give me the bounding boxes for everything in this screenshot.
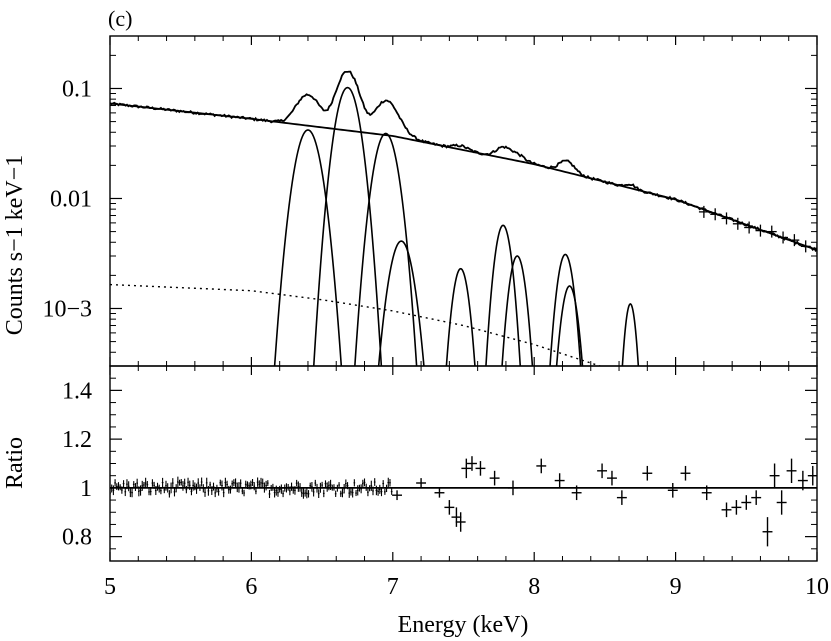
x-tick-label: 9: [670, 574, 682, 600]
total-model-data: [110, 70, 817, 252]
x-axis-label: Energy (keV): [398, 612, 529, 638]
gaussian-line-9: [555, 285, 584, 366]
y-axis-label-counts: Counts s−1 keV−1: [2, 155, 28, 335]
bottom-plot-frame: [109, 365, 818, 562]
top-plot-frame: [109, 35, 818, 367]
bottom-y-tick-label: 1: [80, 476, 92, 502]
gaussian-line-7: [501, 255, 534, 366]
panel-label: (c): [108, 6, 132, 31]
continuum-curve: [110, 102, 817, 251]
y-axis-label-ratio: Ratio: [2, 437, 28, 489]
bottom-points: [110, 456, 817, 547]
gaussian-line-8: [549, 253, 582, 366]
top-y-tick-label: 10−3: [42, 296, 92, 322]
gaussian-line-3: [354, 132, 418, 366]
gaussian-line-5: [445, 267, 476, 366]
x-tick-label: 7: [387, 574, 399, 600]
bottom-y-tick-label: 1.4: [62, 378, 92, 404]
gaussian-line-10: [621, 303, 640, 366]
bottom-y-tick-label: 1.2: [62, 427, 92, 453]
top-y-tick-label: 0.1: [62, 76, 92, 102]
x-tick-label: 8: [528, 574, 540, 600]
x-tick-label: 5: [104, 574, 116, 600]
spectrum-panel: [109, 35, 818, 367]
gaussian-line-2: [312, 86, 383, 366]
top-y-tick-label: 0.01: [50, 186, 92, 212]
gaussian-line-4: [377, 240, 425, 366]
x-tick-label: 6: [245, 574, 257, 600]
gaussian-line-1: [273, 129, 343, 366]
bottom-y-tick-label: 0.8: [62, 525, 92, 551]
ratio-panel: [109, 365, 818, 562]
top-curves: [110, 70, 817, 366]
gaussian-line-6: [485, 224, 522, 366]
x-tick-label: 10: [805, 574, 829, 600]
